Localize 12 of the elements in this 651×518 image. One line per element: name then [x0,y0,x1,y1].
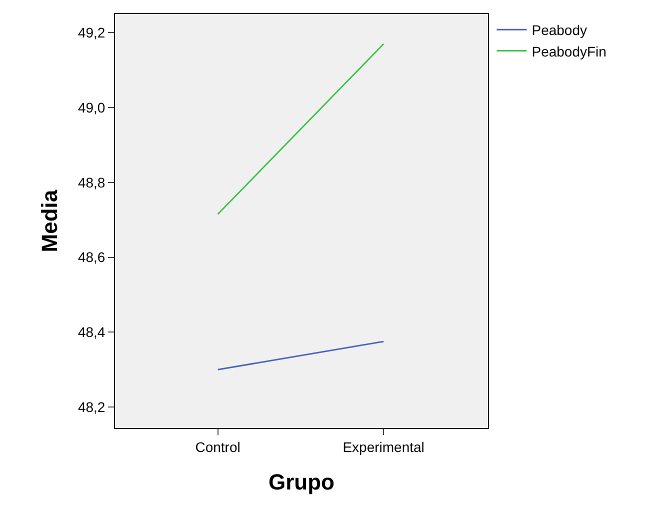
y-tick-label: 48,4 [78,324,106,340]
y-tick-label: 48,6 [78,249,106,266]
x-axis-title: Grupo [268,470,334,495]
y-tick-label: 49,0 [78,99,106,116]
legend-label: PeabodyFin [532,43,606,60]
x-tick-label: Control [195,438,240,455]
x-tick-label: Experimental [342,438,424,455]
y-tick-label: 49,2 [78,24,106,41]
legend-label: Peabody [532,22,588,38]
y-tick-label: 48,8 [78,174,106,190]
y-axis-title: Media [36,189,62,252]
y-tick-label: 48,2 [78,398,106,415]
